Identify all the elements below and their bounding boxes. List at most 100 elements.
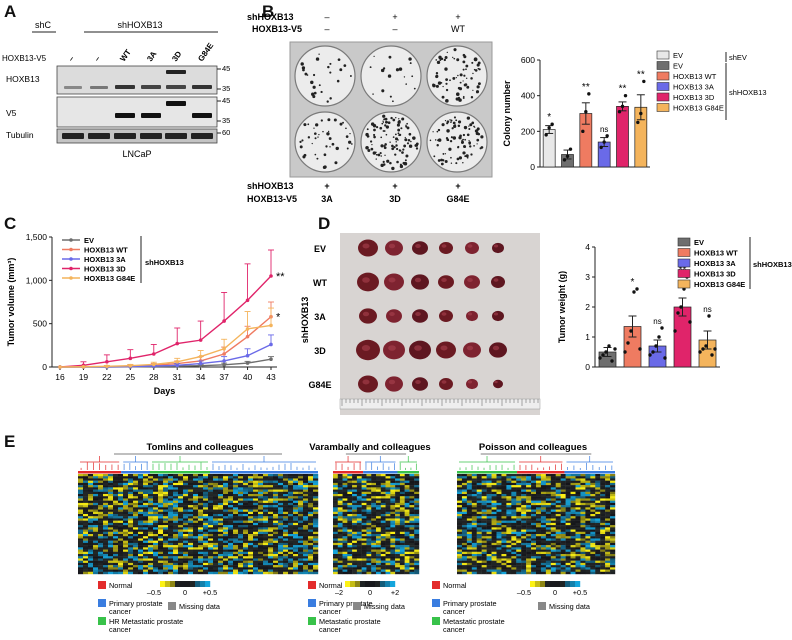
heatmap-cell <box>385 494 391 497</box>
heatmap-cell <box>178 527 184 530</box>
heatmap-cell <box>103 569 109 572</box>
heatmap-cell <box>395 558 401 561</box>
heatmap-cell <box>283 520 289 524</box>
heatmap-cell <box>158 480 164 484</box>
heatmap-cell <box>356 498 362 501</box>
heatmap-cell <box>273 571 279 575</box>
heatmap-cell <box>88 567 94 570</box>
heatmap-cell <box>283 527 289 530</box>
heatmap-cell <box>414 487 420 490</box>
western-blot-panel: shC shHOXB13 HOXB13-V5 – – WT 3A 3D G84E HOXB… <box>2 20 230 159</box>
heatmap-cell <box>213 571 219 575</box>
heatmap-cell <box>486 529 492 532</box>
colony-dot <box>373 133 376 137</box>
heatmap-cell <box>536 538 542 541</box>
heatmap-cell <box>555 476 561 479</box>
heatmap-cell <box>371 511 377 515</box>
heatmap-cell <box>506 474 512 477</box>
heatmap-cell <box>83 536 89 539</box>
heatmap-cell <box>273 551 279 555</box>
heatmap-cell <box>113 545 119 548</box>
heatmap-cell <box>496 522 502 526</box>
heatmap-cell <box>198 536 204 539</box>
heatmap-cell <box>575 482 581 486</box>
heatmap-cell <box>288 474 294 477</box>
heatmap-cell <box>298 527 304 530</box>
heatmap-cell <box>516 480 522 484</box>
heatmap-cell <box>361 514 367 517</box>
colony-dot <box>392 118 396 122</box>
heatmap-cell <box>308 525 314 528</box>
heatmap-cell <box>183 505 189 508</box>
scale-cell <box>390 581 396 587</box>
heatmap-cell <box>293 500 299 504</box>
heatmap-cell <box>173 476 179 479</box>
heatmap-cell <box>288 554 294 557</box>
data-point <box>598 356 602 360</box>
heatmap-cell <box>610 487 616 490</box>
heatmap-cell <box>173 487 179 490</box>
heatmap-cell <box>347 525 353 528</box>
heatmap-cell <box>600 531 606 535</box>
heatmap-cell <box>516 474 522 477</box>
data-point <box>632 290 636 294</box>
heatmap-cell <box>457 511 463 515</box>
heatmap-cell <box>208 516 214 519</box>
heatmap-cell <box>385 551 391 555</box>
heatmap-cell <box>293 487 299 490</box>
heatmap-cell <box>248 522 254 526</box>
heatmap-cell <box>168 547 174 550</box>
heatmap-cell <box>253 485 259 488</box>
heatmap-cell <box>404 491 410 495</box>
heatmap-cell <box>511 478 517 481</box>
heatmap-cell <box>108 518 114 521</box>
heatmap-cell <box>88 507 94 510</box>
heatmap-cell <box>288 485 294 488</box>
heatmap-cell <box>395 474 401 477</box>
heatmap-cell <box>414 509 420 512</box>
heatmap-cell <box>198 514 204 517</box>
colony-dot <box>320 90 323 94</box>
heatmap-cell <box>163 558 169 561</box>
heatmap-cell <box>352 476 358 479</box>
heatmap-cell <box>461 522 468 526</box>
heatmap-cell <box>308 498 314 501</box>
heatmap-cell <box>258 531 264 535</box>
tumor-highlight <box>362 311 370 317</box>
heatmap-cell <box>293 542 299 546</box>
heatmap-cell <box>123 507 129 510</box>
heatmap-cell <box>580 505 586 508</box>
heatmap-cell <box>600 505 606 508</box>
colony-dot <box>320 119 323 122</box>
heatmap-cell <box>409 529 415 532</box>
heatmap-cell <box>223 476 229 479</box>
heatmap-cell <box>98 482 104 486</box>
heatmap-cell <box>133 520 139 524</box>
heatmap-cell <box>198 480 204 484</box>
heatmap-cell <box>361 562 367 566</box>
heatmap-cell <box>238 545 244 548</box>
heatmap-cell <box>288 551 294 555</box>
colony-dot <box>463 145 466 148</box>
colony-dot <box>329 71 332 74</box>
heatmap-cell <box>560 482 566 486</box>
heatmap-cell <box>123 500 129 504</box>
heatmap-cell <box>560 487 566 490</box>
heatmap-cell <box>263 542 269 546</box>
heatmap-cell <box>347 489 353 492</box>
heatmap-cell <box>218 505 224 508</box>
heatmap-cell <box>516 518 522 521</box>
heatmap-cell <box>248 478 254 481</box>
heatmap-cell <box>550 496 556 499</box>
heatmap-cell <box>491 482 497 486</box>
heatmap-cell <box>356 571 362 575</box>
heatmap-cell <box>168 480 174 484</box>
heatmap-cell <box>399 509 405 512</box>
heatmap-cell <box>404 562 410 566</box>
heatmap-cell <box>414 522 420 526</box>
heatmap-cell <box>208 494 214 497</box>
heatmap-cell <box>298 516 304 519</box>
heatmap-cell <box>361 500 367 504</box>
heatmap-cell <box>248 505 254 508</box>
heatmap-cell <box>113 500 119 504</box>
